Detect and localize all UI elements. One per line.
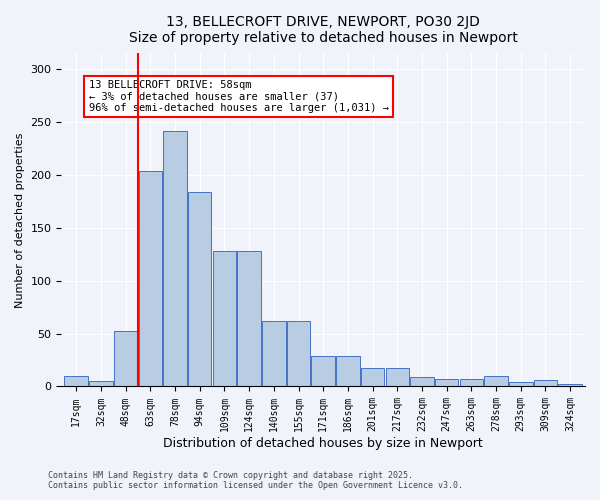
Bar (64, 376, 88, 386)
Bar (386, 368, 409, 386)
Bar (212, 251, 236, 386)
Bar (534, 380, 557, 386)
Bar (262, 321, 286, 386)
Bar (509, 382, 533, 386)
Bar (435, 379, 458, 386)
Bar (559, 384, 582, 386)
Bar (361, 368, 385, 386)
Bar (287, 321, 310, 386)
Y-axis label: Number of detached properties: Number of detached properties (15, 132, 25, 308)
Text: 13 BELLECROFT DRIVE: 58sqm
← 3% of detached houses are smaller (37)
96% of semi-: 13 BELLECROFT DRIVE: 58sqm ← 3% of detac… (89, 80, 389, 113)
Bar (163, 130, 187, 386)
Bar (410, 377, 434, 386)
Bar (484, 376, 508, 386)
Text: Contains HM Land Registry data © Crown copyright and database right 2025.
Contai: Contains HM Land Registry data © Crown c… (48, 470, 463, 490)
Bar (188, 192, 211, 386)
Title: 13, BELLECROFT DRIVE, NEWPORT, PO30 2JD
Size of property relative to detached ho: 13, BELLECROFT DRIVE, NEWPORT, PO30 2JD … (129, 15, 518, 45)
Bar (460, 379, 483, 386)
X-axis label: Distribution of detached houses by size in Newport: Distribution of detached houses by size … (163, 437, 483, 450)
Bar (114, 332, 137, 386)
Bar (336, 356, 359, 386)
Bar (139, 170, 162, 386)
Bar (89, 381, 113, 386)
Bar (238, 251, 261, 386)
Bar (311, 356, 335, 386)
